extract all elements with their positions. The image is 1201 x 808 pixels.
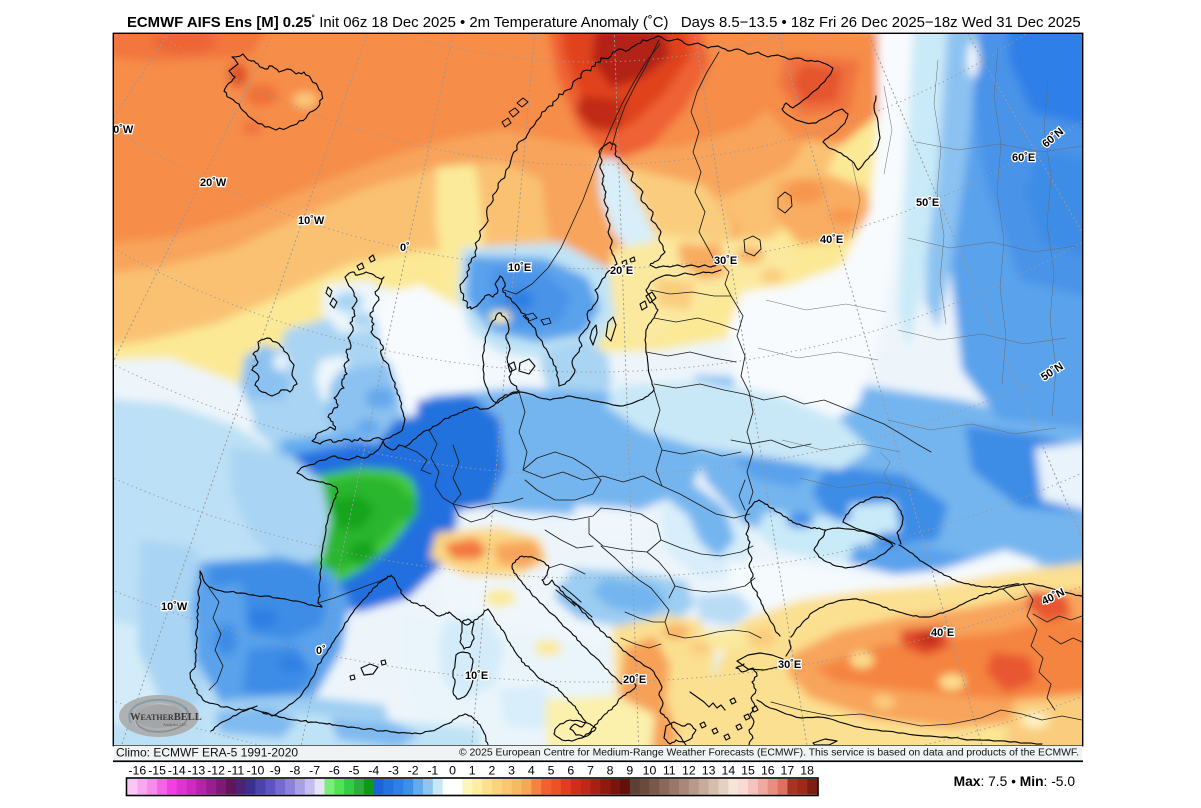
- svg-text:© 2025 European Centre for Med: © 2025 European Centre for Medium-Range …: [459, 748, 1079, 759]
- svg-text:60˚E: 60˚E: [1012, 152, 1035, 164]
- svg-text:0: 0: [449, 764, 456, 778]
- svg-text:50˚E: 50˚E: [916, 197, 939, 209]
- svg-text:20˚E: 20˚E: [623, 674, 646, 686]
- svg-text:Climo: ECMWF ERA-5 1991-2020: Climo: ECMWF ERA-5 1991-2020: [116, 746, 298, 760]
- svg-text:-1: -1: [427, 764, 438, 778]
- svg-text:-11: -11: [227, 764, 244, 778]
- svg-text:-12: -12: [207, 764, 225, 778]
- svg-text:7: 7: [587, 764, 594, 778]
- svg-text:-7: -7: [309, 764, 320, 778]
- svg-text:-8: -8: [289, 764, 300, 778]
- svg-text:WEATHERBELL: WEATHERBELL: [130, 712, 202, 723]
- svg-text:20˚W: 20˚W: [200, 177, 227, 189]
- svg-text:-16: -16: [128, 764, 146, 778]
- svg-text:2: 2: [488, 764, 495, 778]
- svg-text:10˚E: 10˚E: [465, 670, 488, 682]
- svg-text:0˚: 0˚: [400, 242, 410, 254]
- svg-text:12: 12: [682, 764, 696, 778]
- svg-text:40˚E: 40˚E: [820, 234, 843, 246]
- svg-text:1: 1: [469, 764, 476, 778]
- svg-text:0˚: 0˚: [316, 645, 326, 657]
- svg-text:10: 10: [643, 764, 657, 778]
- svg-text:3: 3: [508, 764, 515, 778]
- svg-text:-15: -15: [148, 764, 166, 778]
- svg-text:13: 13: [702, 764, 716, 778]
- svg-text:10˚W: 10˚W: [298, 215, 325, 227]
- svg-text:Analytics LLC: Analytics LLC: [163, 722, 187, 727]
- svg-text:20˚E: 20˚E: [610, 265, 633, 277]
- svg-text:15: 15: [741, 764, 755, 778]
- svg-text:Max: 7.5 • Min: -5.0: Max: 7.5 • Min: -5.0: [954, 774, 1076, 789]
- svg-text:-10: -10: [247, 764, 265, 778]
- svg-text:-9: -9: [270, 764, 281, 778]
- svg-text:-2: -2: [408, 764, 419, 778]
- svg-text:17: 17: [781, 764, 795, 778]
- svg-text:30˚E: 30˚E: [778, 659, 801, 671]
- svg-text:-5: -5: [349, 764, 360, 778]
- svg-text:9: 9: [626, 764, 633, 778]
- svg-text:18: 18: [800, 764, 814, 778]
- svg-text:-13: -13: [188, 764, 206, 778]
- svg-text:-14: -14: [168, 764, 186, 778]
- svg-text:30˚E: 30˚E: [714, 255, 737, 267]
- svg-text:-3: -3: [388, 764, 399, 778]
- svg-text:30˚W: 30˚W: [107, 124, 134, 136]
- svg-text:8: 8: [607, 764, 614, 778]
- svg-text:-4: -4: [368, 764, 379, 778]
- svg-text:-6: -6: [329, 764, 340, 778]
- svg-text:16: 16: [761, 764, 775, 778]
- svg-text:10˚E: 10˚E: [508, 262, 531, 274]
- svg-text:5: 5: [548, 764, 555, 778]
- svg-text:4: 4: [528, 764, 535, 778]
- svg-text:11: 11: [663, 764, 676, 778]
- svg-text:ECMWF AIFS Ens [M] 0.25˚ Init: ECMWF AIFS Ens [M] 0.25˚ Init 06z 18 Dec…: [127, 14, 1081, 31]
- svg-text:40˚E: 40˚E: [931, 627, 954, 639]
- svg-text:14: 14: [722, 764, 736, 778]
- svg-text:6: 6: [567, 764, 574, 778]
- svg-text:10˚W: 10˚W: [161, 601, 188, 613]
